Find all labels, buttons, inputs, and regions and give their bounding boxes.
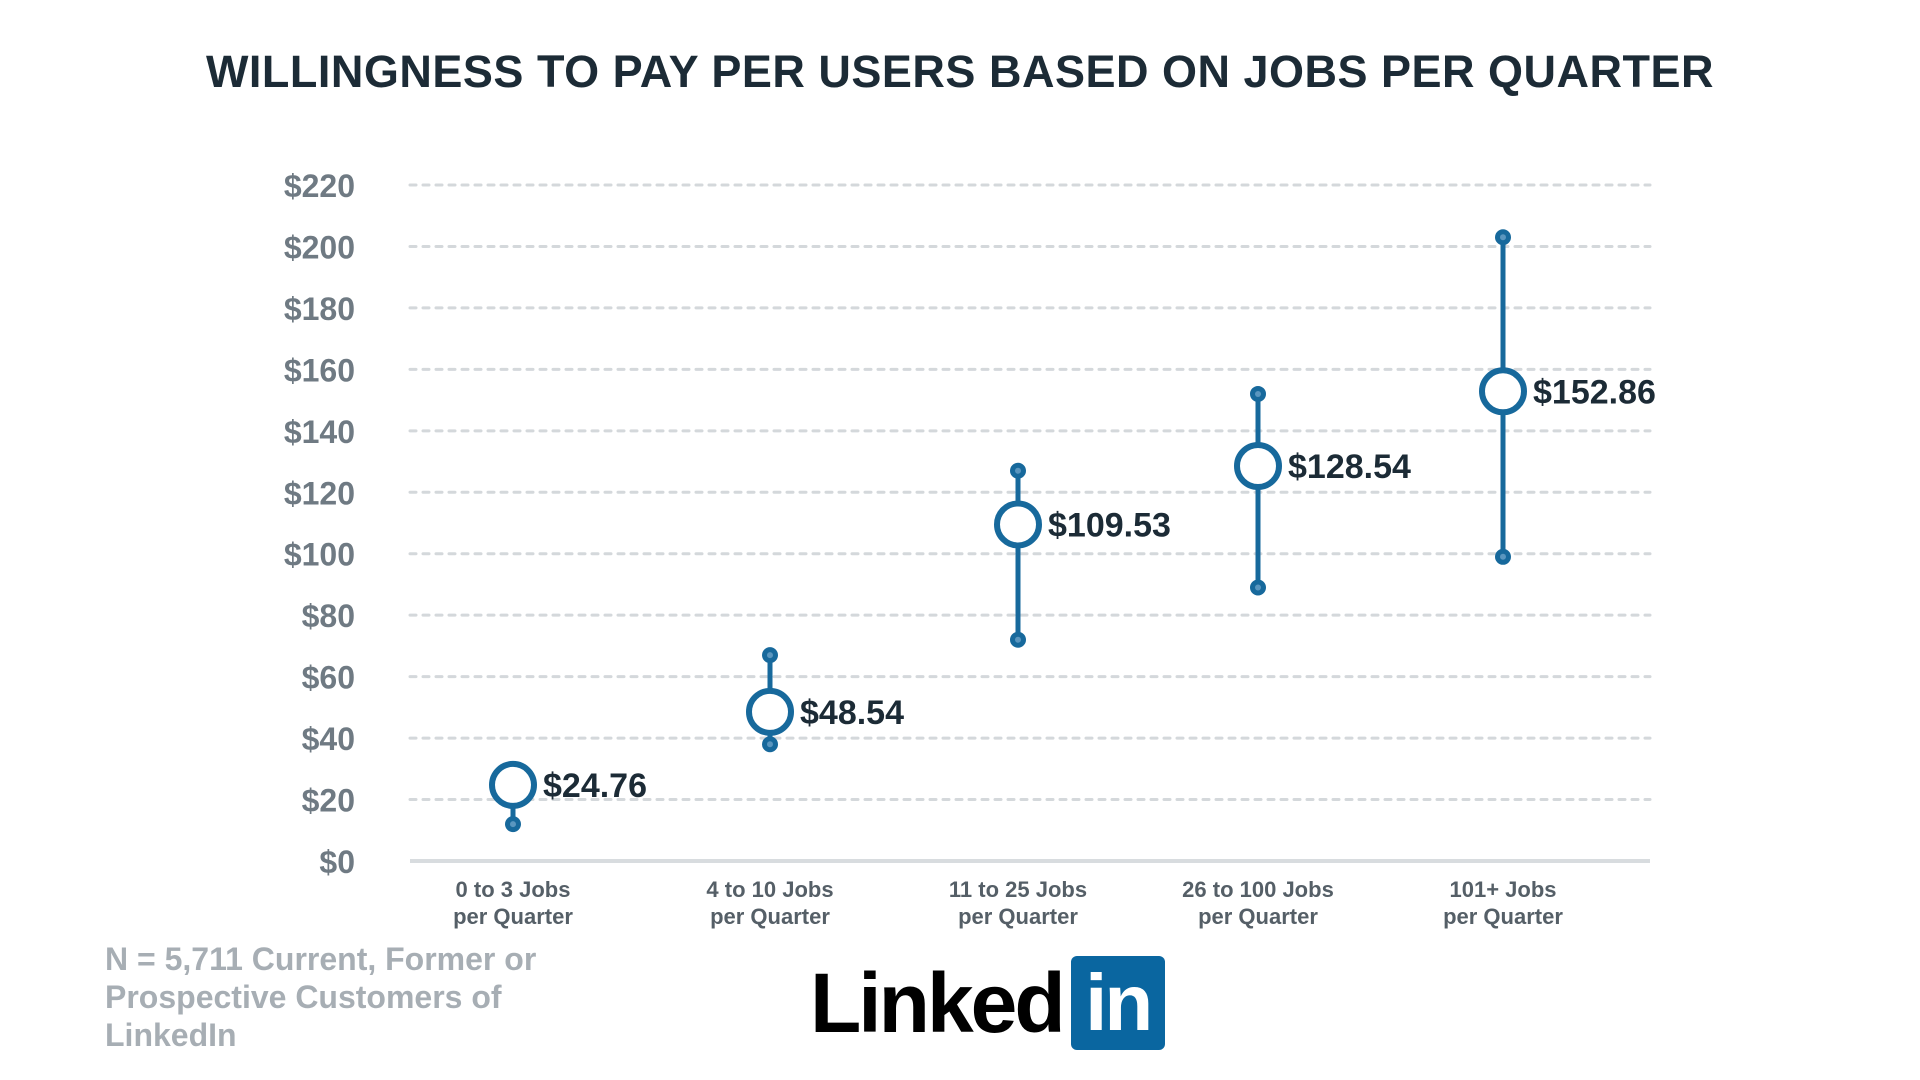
mean-point <box>1479 367 1527 416</box>
x-category-label: per Quarter <box>1198 904 1318 929</box>
logo-wordmark: Linked <box>810 956 1066 1050</box>
mean-point <box>489 760 537 809</box>
logo-in-box: in <box>1070 956 1165 1050</box>
y-axis-tick-labels: $0 $20 $40 $60 $80 $100 $120 $140 $160 $180 $200 $2… <box>284 168 355 880</box>
x-category-label: per Quarter <box>958 904 1078 929</box>
x-category-label: 4 to 10 Jobs <box>706 877 833 902</box>
y-tick-label: $60 <box>302 660 355 696</box>
y-tick-label: $180 <box>284 291 355 327</box>
value-label: $152.86 <box>1533 373 1656 411</box>
y-tick-label: $160 <box>284 352 355 388</box>
y-tick-label: $40 <box>302 721 355 757</box>
y-tick-label: $20 <box>302 783 355 819</box>
x-category-label: per Quarter <box>710 904 830 929</box>
y-tick-label: $100 <box>284 537 355 573</box>
y-tick-label: $140 <box>284 414 355 450</box>
linkedin-logo: Linked in <box>810 956 1165 1050</box>
range-low-point-highlight <box>1015 636 1021 643</box>
y-tick-label: $200 <box>284 229 355 265</box>
range-high-point-highlight <box>767 652 773 659</box>
sample-size-footnote: N = 5,711 Current, Former or Prospective… <box>105 941 537 1053</box>
mean-point <box>746 687 794 736</box>
range-low-point-highlight <box>1500 553 1506 560</box>
value-labels: $24.76 $48.54 $109.53 $128.54 $152.86 <box>543 373 1656 805</box>
range-high-point-highlight <box>1500 234 1506 241</box>
value-label: $109.53 <box>1048 506 1171 544</box>
y-tick-label: $120 <box>284 475 355 511</box>
grid-layer <box>408 183 1652 802</box>
chart-title: WILLINGNESS TO PAY PER USERS BASED ON JO… <box>205 46 1715 97</box>
range-low-point-highlight <box>767 741 773 748</box>
mean-point <box>1234 442 1282 491</box>
value-label: $128.54 <box>1288 448 1411 486</box>
y-tick-label: $0 <box>319 844 355 880</box>
x-category-label: per Quarter <box>453 904 573 929</box>
range-marks <box>489 229 1527 833</box>
x-category-label: per Quarter <box>1443 904 1563 929</box>
value-label: $24.76 <box>543 767 647 805</box>
value-label: $48.54 <box>800 694 904 732</box>
y-tick-label: $220 <box>284 168 355 204</box>
range-high-point-highlight <box>1255 390 1261 397</box>
range-high-point-highlight <box>1015 467 1021 474</box>
mean-point <box>994 500 1042 549</box>
range-low-point-highlight <box>510 821 516 828</box>
x-category-label: 0 to 3 Jobs <box>456 877 571 902</box>
range-low-point-highlight <box>1255 584 1261 591</box>
x-category-label: 11 to 25 Jobs <box>949 877 1087 902</box>
y-tick-label: $80 <box>302 598 355 634</box>
x-category-label: 26 to 100 Jobs <box>1182 877 1334 902</box>
x-category-label: 101+ Jobs <box>1449 877 1556 902</box>
